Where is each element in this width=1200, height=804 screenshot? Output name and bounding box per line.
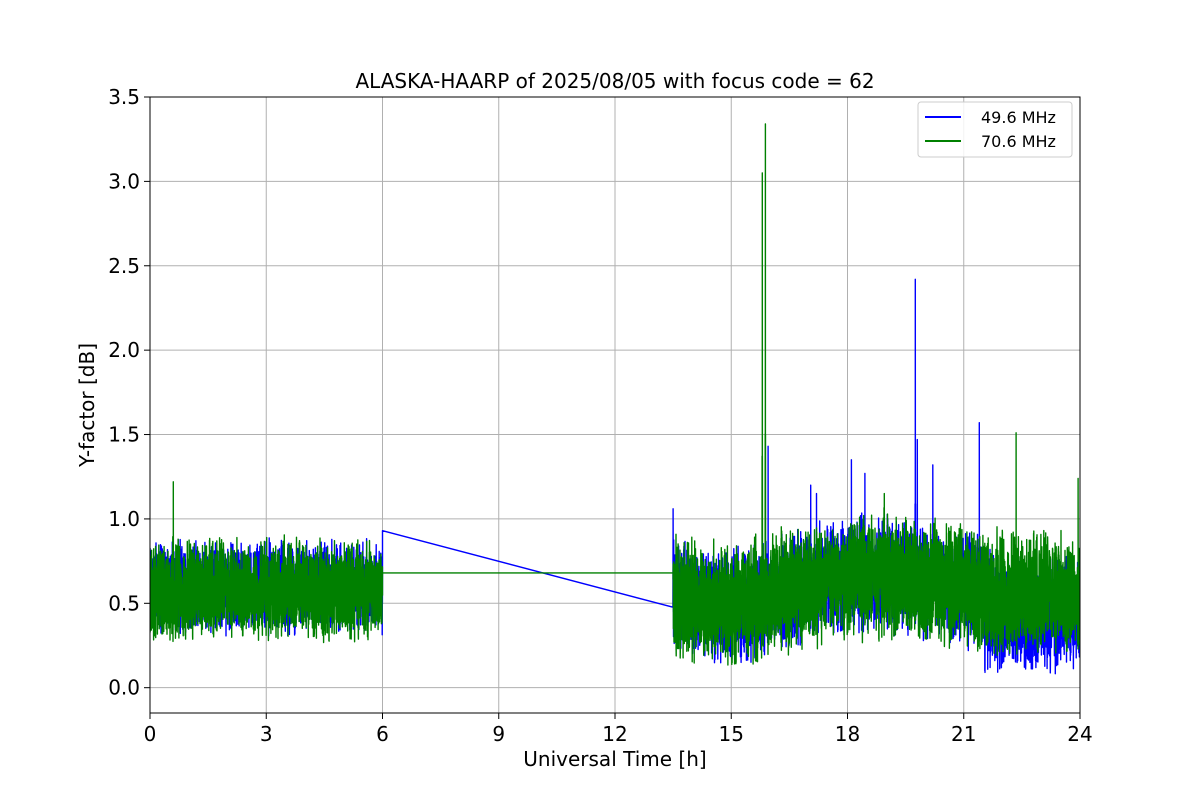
y-tick-label: 1.0 xyxy=(108,507,140,531)
legend: 49.6 MHz 70.6 MHz xyxy=(917,101,1073,158)
series-line-70-6-mhz xyxy=(150,123,1080,666)
legend-box xyxy=(917,101,1073,158)
y-tick-label: 3.0 xyxy=(108,169,140,193)
y-axis-label: Y-factor [dB] xyxy=(75,343,99,468)
x-tick-label: 3 xyxy=(260,722,273,746)
chart-title: ALASKA-HAARP of 2025/08/05 with focus co… xyxy=(355,69,874,93)
axis-ticks: 0 3 6 9 12 15 18 21 24 0.0 0.5 1.0 1.5 2.0 2.5 3.0 3.5 xyxy=(108,85,1093,746)
series-layer xyxy=(150,123,1080,675)
legend-label-70-6: 70.6 MHz xyxy=(981,132,1056,151)
x-tick-label: 0 xyxy=(144,722,157,746)
y-tick-label: 2.5 xyxy=(108,254,140,278)
x-tick-label: 18 xyxy=(835,722,860,746)
y-tick-label: 1.5 xyxy=(108,423,140,447)
x-tick-label: 15 xyxy=(719,722,744,746)
x-tick-label: 12 xyxy=(602,722,627,746)
y-tick-label: 0.0 xyxy=(108,676,140,700)
x-tick-label: 9 xyxy=(492,722,505,746)
y-tick-label: 3.5 xyxy=(108,85,140,109)
x-tick-label: 24 xyxy=(1067,722,1092,746)
y-tick-label: 0.5 xyxy=(108,591,140,615)
x-tick-label: 6 xyxy=(376,722,389,746)
x-axis-label: Universal Time [h] xyxy=(523,747,706,771)
x-tick-label: 21 xyxy=(951,722,976,746)
y-tick-label: 2.0 xyxy=(108,338,140,362)
legend-label-49-6: 49.6 MHz xyxy=(981,108,1056,127)
